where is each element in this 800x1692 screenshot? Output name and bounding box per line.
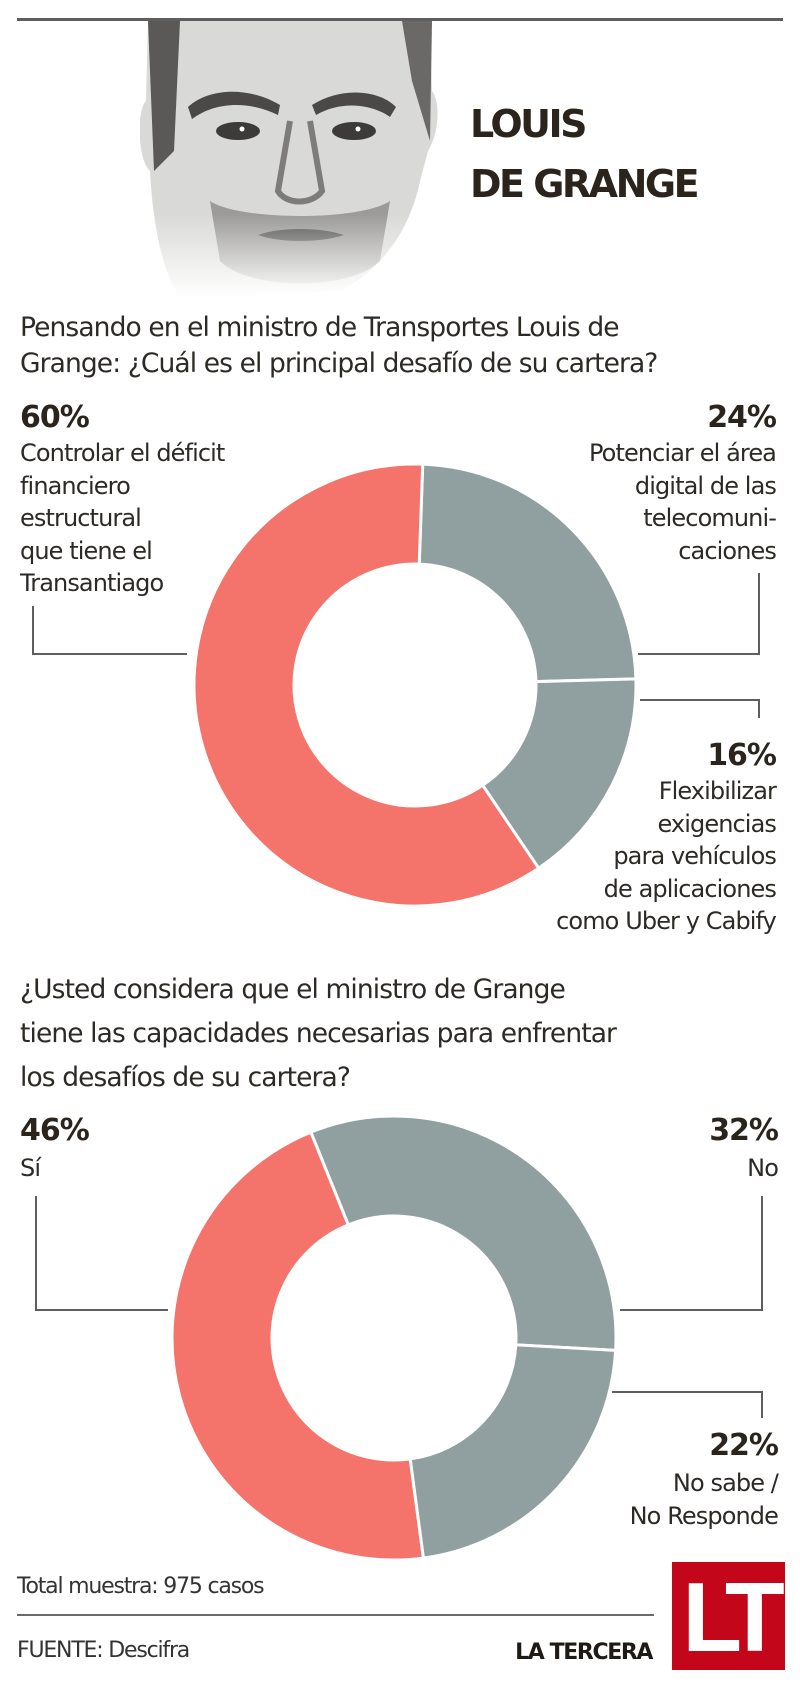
label-line: No [747, 1154, 779, 1182]
leader-line [638, 573, 760, 655]
question-2: ¿Usted considera que el ministro de Gran… [20, 968, 790, 1100]
donut-slice-3 [170, 1130, 426, 1562]
label-line: Sí [20, 1154, 41, 1182]
label-line: para vehículos [613, 842, 777, 870]
leader-line [35, 1196, 168, 1311]
sample-size: Total muestra: 975 casos [17, 1574, 265, 1599]
donut-slice-2 [408, 1343, 618, 1560]
brand-logo: LT [672, 1562, 785, 1670]
leader-line [32, 606, 187, 655]
donut-chart-1 [192, 462, 638, 908]
donut-chart-2 [170, 1114, 618, 1562]
slice-description: No [747, 1152, 779, 1185]
slice-description: No sabe / No Responde [629, 1467, 779, 1532]
label-line: digital de las [634, 471, 777, 500]
leader-line [620, 1196, 763, 1311]
label-line: como Uber y Cabify [556, 907, 777, 935]
question-1-line-2: Grange: ¿Cuál es el principal desafío de… [20, 348, 658, 379]
label-line: telecomuni- [643, 504, 777, 532]
label-line: Potenciar el área [588, 439, 777, 467]
label-line: Transantiago [20, 569, 164, 597]
slice-pct-label: 46% [20, 1113, 90, 1148]
source: FUENTE: Descifra [17, 1638, 190, 1663]
donut-slice-1 [417, 462, 638, 684]
question-2-line-2: tiene las capacidades necesarias para en… [20, 1018, 617, 1049]
leader-line [612, 1391, 763, 1418]
footer-rule [17, 1614, 654, 1616]
title-line-1: LOUIS [470, 102, 588, 146]
slice-description: Potenciar el área digital de las telecom… [588, 437, 777, 567]
donut-slice-1 [308, 1114, 618, 1352]
label-line: Controlar el déficit [20, 439, 225, 467]
question-2-line-3: los desafíos de su cartera? [20, 1062, 351, 1093]
label-line: que tiene el [20, 536, 153, 565]
slice-description: Sí [20, 1152, 41, 1185]
label-line: estructural [20, 504, 142, 532]
slice-pct-label: 32% [709, 1113, 779, 1148]
slice-description: Controlar el déficit financiero estructu… [20, 437, 225, 600]
slice-description: Flexibilizar exigencias para vehículos d… [556, 775, 777, 938]
question-1: Pensando en el ministro de Transportes L… [20, 310, 790, 382]
label-line: caciones [678, 536, 777, 565]
title-line-2: DE GRANGE [470, 162, 700, 206]
donut-slice-3 [192, 462, 541, 908]
label-line: exigencias [657, 809, 776, 838]
question-2-line-1: ¿Usted considera que el ministro de Gran… [20, 974, 566, 1005]
label-line: financiero [20, 471, 131, 500]
slice-pct-label: 60% [20, 400, 90, 435]
logo-text: LT [682, 1562, 784, 1672]
brand-name: LA TERCERA [515, 1640, 653, 1665]
slice-pct-label: 16% [707, 738, 777, 773]
label-line: Flexibilizar [658, 777, 777, 805]
label-line: No sabe / [672, 1469, 779, 1497]
top-rule [17, 18, 783, 21]
question-1-line-1: Pensando en el ministro de Transportes L… [20, 312, 620, 343]
leader-line [640, 699, 760, 718]
slice-pct-label: 22% [709, 1428, 779, 1463]
label-line: No Responde [629, 1501, 779, 1530]
portrait-illustration [140, 21, 440, 297]
slice-pct-label: 24% [707, 400, 777, 435]
label-line: de aplicaciones [603, 874, 777, 903]
